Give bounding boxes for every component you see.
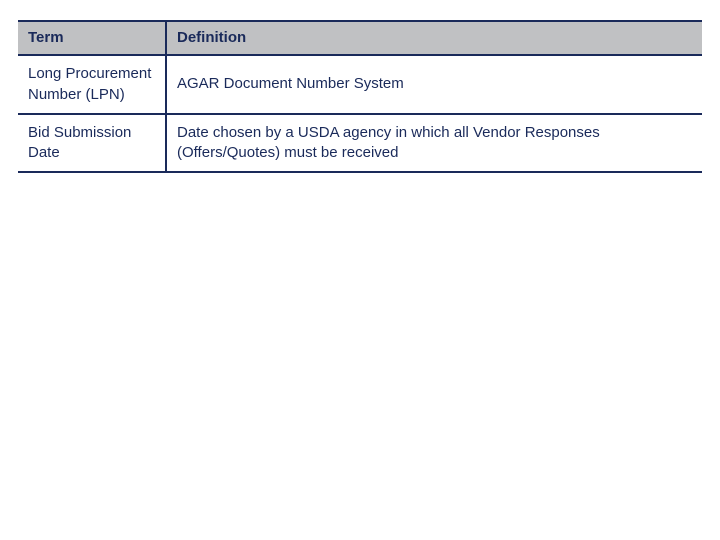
- table-body: Long Procurement Number (LPN) AGAR Docum…: [18, 55, 702, 172]
- header-definition: Definition: [166, 21, 702, 55]
- term-cell: Long Procurement Number (LPN): [18, 55, 166, 114]
- terms-table: Term Definition Long Procurement Number …: [18, 20, 702, 173]
- header-row: Term Definition: [18, 21, 702, 55]
- header-term: Term: [18, 21, 166, 55]
- definition-cell: Date chosen by a USDA agency in which al…: [166, 114, 702, 173]
- table-head: Term Definition: [18, 21, 702, 55]
- table-row: Bid Submission Date Date chosen by a USD…: [18, 114, 702, 173]
- table-row: Long Procurement Number (LPN) AGAR Docum…: [18, 55, 702, 114]
- term-cell: Bid Submission Date: [18, 114, 166, 173]
- definition-cell: AGAR Document Number System: [166, 55, 702, 114]
